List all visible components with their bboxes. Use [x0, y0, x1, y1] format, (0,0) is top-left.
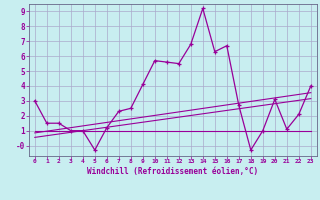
X-axis label: Windchill (Refroidissement éolien,°C): Windchill (Refroidissement éolien,°C): [87, 167, 258, 176]
